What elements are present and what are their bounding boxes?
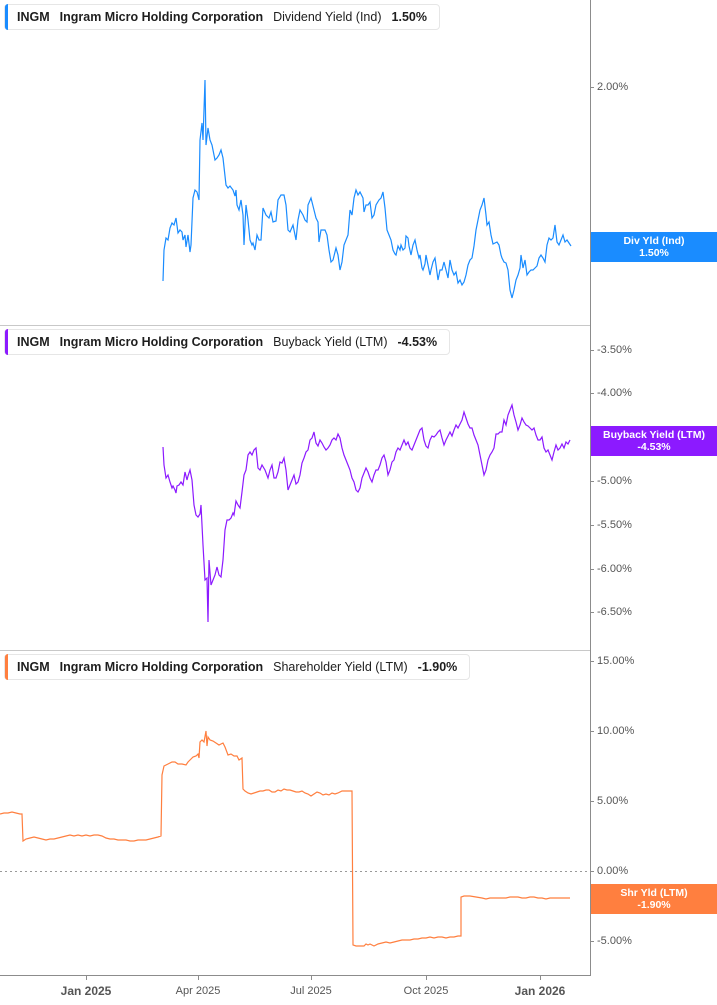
x-tick-mark bbox=[426, 976, 427, 980]
badge-label: Shr Yld (LTM) bbox=[620, 887, 688, 899]
badge-value: -1.90% bbox=[637, 899, 671, 911]
legend-company: Ingram Micro Holding Corporation bbox=[59, 660, 264, 674]
y-tick-mark bbox=[591, 569, 594, 570]
series-color-bar bbox=[5, 329, 8, 355]
x-tick-label: Oct 2025 bbox=[403, 985, 449, 997]
legend-ticker: INGM bbox=[17, 10, 50, 24]
legend-ticker: INGM bbox=[17, 660, 50, 674]
current-value-badge-buyback: Buyback Yield (LTM) -4.53% bbox=[591, 426, 717, 456]
legend-dividend-yield[interactable]: INGM Ingram Micro Holding Corporation Di… bbox=[4, 4, 440, 30]
y-tick-label: -5.00% bbox=[597, 935, 632, 947]
y-tick-label: 2.00% bbox=[597, 81, 629, 93]
y-tick-mark bbox=[591, 87, 594, 88]
y-axis-line bbox=[590, 0, 591, 976]
y-tick-mark bbox=[591, 801, 594, 802]
y-tick-mark bbox=[591, 871, 594, 872]
y-tick-label: -3.50% bbox=[597, 344, 632, 356]
badge-label: Buyback Yield (LTM) bbox=[603, 429, 705, 441]
buyback-yield-line bbox=[162, 402, 571, 623]
y-tick-label: -6.00% bbox=[597, 563, 632, 575]
current-value-badge-dividend: Div Yld (Ind) 1.50% bbox=[591, 232, 717, 262]
badge-value: 1.50% bbox=[639, 247, 669, 259]
x-tick-mark bbox=[198, 976, 199, 980]
current-value-badge-shareholder: Shr Yld (LTM) -1.90% bbox=[591, 884, 717, 914]
legend-metric: Buyback Yield (LTM) bbox=[273, 335, 388, 349]
legend-company: Ingram Micro Holding Corporation bbox=[59, 10, 264, 24]
x-tick-label: Jan 2026 bbox=[514, 984, 566, 998]
y-tick-mark bbox=[591, 393, 594, 394]
dividend-yield-line bbox=[162, 79, 572, 299]
badge-value: -4.53% bbox=[637, 441, 671, 453]
y-tick-mark bbox=[591, 612, 594, 613]
y-tick-label: -6.50% bbox=[597, 606, 632, 618]
y-tick-mark bbox=[591, 350, 594, 351]
legend-metric: Dividend Yield (Ind) bbox=[273, 10, 382, 24]
legend-buyback-yield[interactable]: INGM Ingram Micro Holding Corporation Bu… bbox=[4, 329, 451, 355]
y-tick-label: 0.00% bbox=[597, 865, 629, 877]
series-color-bar bbox=[5, 654, 8, 680]
y-tick-mark bbox=[591, 525, 594, 526]
legend-ticker: INGM bbox=[17, 335, 50, 349]
y-tick-mark bbox=[591, 481, 594, 482]
x-tick-label: Jul 2025 bbox=[290, 985, 332, 997]
series-color-bar bbox=[5, 4, 8, 30]
legend-value: -4.53% bbox=[397, 335, 438, 349]
y-tick-label: -4.00% bbox=[597, 387, 632, 399]
legend-shareholder-yield[interactable]: INGM Ingram Micro Holding Corporation Sh… bbox=[4, 654, 471, 680]
panel-divider bbox=[0, 650, 590, 651]
badge-label: Div Yld (Ind) bbox=[623, 235, 685, 247]
x-tick-label: Apr 2025 bbox=[175, 985, 221, 997]
legend-company: Ingram Micro Holding Corporation bbox=[59, 335, 264, 349]
y-tick-label: 15.00% bbox=[597, 655, 635, 667]
y-tick-label: 10.00% bbox=[597, 725, 635, 737]
y-tick-mark bbox=[591, 941, 594, 942]
legend-metric: Shareholder Yield (LTM) bbox=[273, 660, 408, 674]
y-tick-mark bbox=[591, 661, 594, 662]
y-tick-label: 5.00% bbox=[597, 795, 629, 807]
x-tick-label: Jan 2025 bbox=[60, 984, 112, 998]
x-tick-mark bbox=[86, 976, 87, 980]
shareholder-yield-line bbox=[0, 730, 570, 947]
x-axis-line bbox=[0, 975, 591, 976]
legend-value: -1.90% bbox=[417, 660, 458, 674]
x-tick-mark bbox=[311, 976, 312, 980]
y-tick-label: -5.50% bbox=[597, 519, 632, 531]
legend-value: 1.50% bbox=[391, 10, 427, 24]
panel-divider bbox=[0, 325, 590, 326]
y-tick-mark bbox=[591, 731, 594, 732]
x-tick-mark bbox=[540, 976, 541, 980]
y-tick-label: -5.00% bbox=[597, 475, 632, 487]
